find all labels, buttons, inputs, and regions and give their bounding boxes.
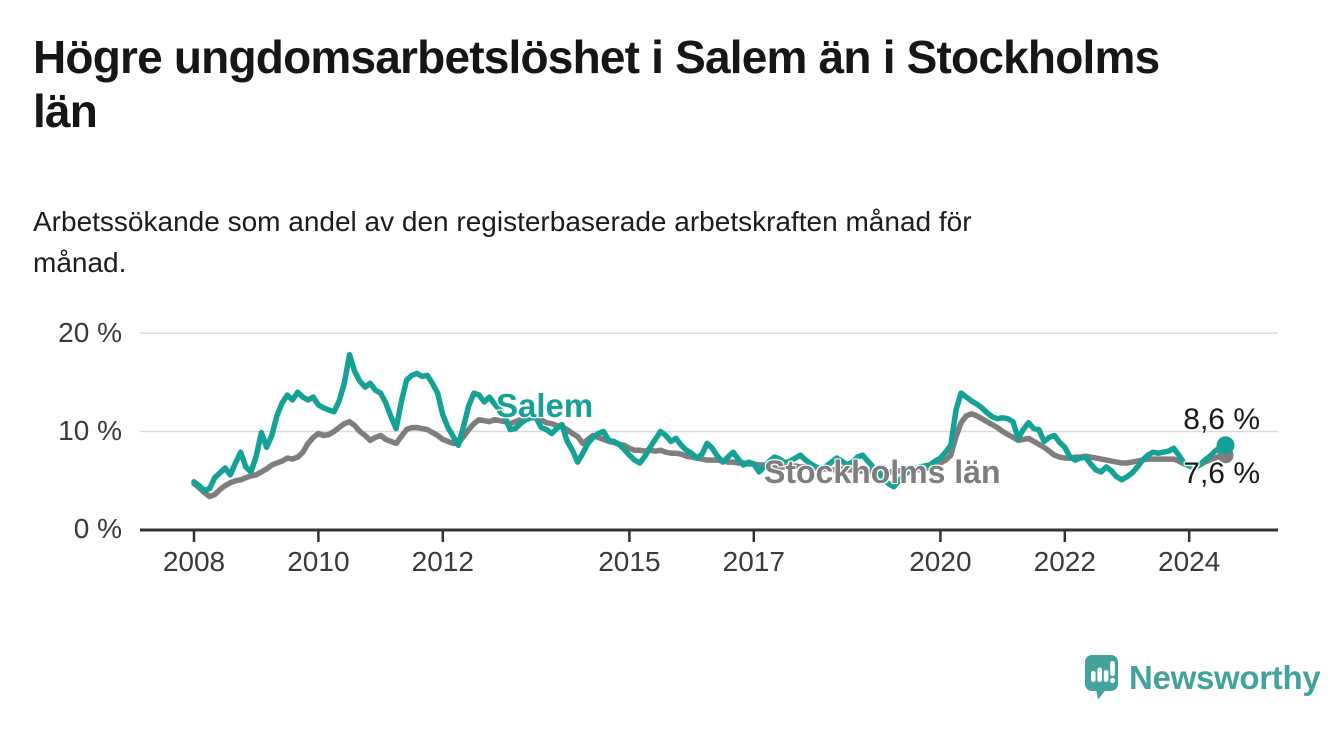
series-label-stockholms-lan: Stockholms län — [764, 454, 1001, 490]
logo-exclamation-bar — [1110, 661, 1115, 676]
newsworthy-logo-icon — [1085, 655, 1118, 700]
y-tick-label-20: 20 % — [58, 317, 122, 348]
logo-bar-2 — [1097, 667, 1102, 682]
logo-exclamation-dot — [1109, 677, 1116, 684]
series-label-salem: Salem — [496, 387, 594, 424]
logo-bar-3 — [1103, 670, 1109, 682]
logo-bar-1 — [1091, 671, 1096, 682]
line-salem — [191, 351, 1229, 494]
newsworthy-logo-text: Newsworthy — [1129, 659, 1321, 696]
chart-subtitle: Arbetssökande som andel av den registerb… — [33, 201, 1273, 283]
x-tick-label-2015: 2015 — [598, 546, 661, 577]
x-tick-label-2012: 2012 — [411, 546, 474, 577]
chart-subtitle-line-1: Arbetssökande som andel av den registerb… — [33, 206, 972, 237]
end-value-label-stockholms-lan: 7,6 % — [1183, 457, 1260, 490]
y-tick-label-0: 0 % — [73, 513, 122, 544]
x-axis-labels: 2008 2010 2012 2015 2017 2020 2022 2024 — [0, 546, 1340, 580]
x-tick-label-2008: 2008 — [162, 546, 226, 577]
x-tick-label-2020: 2020 — [909, 546, 972, 577]
chart-subtitle-line-2: månad. — [33, 247, 127, 278]
page-title-line-1: Högre ungdomsarbetslöshet i Salem än i S… — [33, 31, 1160, 83]
line-chart-plot — [140, 332, 1278, 542]
y-tick-label-10: 10 % — [58, 415, 122, 446]
x-tick-label-2022: 2022 — [1033, 546, 1096, 577]
page-title-line-2: län — [33, 85, 98, 137]
x-tick-label-2024: 2024 — [1158, 546, 1221, 577]
page-title: Högre ungdomsarbetslöshet i Salem än i S… — [33, 30, 1313, 138]
x-tick-label-2017: 2017 — [722, 546, 785, 577]
newsworthy-logo: Newsworthy — [1085, 655, 1321, 700]
x-tick-label-2010: 2010 — [287, 546, 350, 577]
end-value-label-salem: 8,6 % — [1183, 403, 1260, 436]
end-dot-salem — [1216, 436, 1235, 455]
line-stockholms-l-n — [191, 411, 1229, 500]
